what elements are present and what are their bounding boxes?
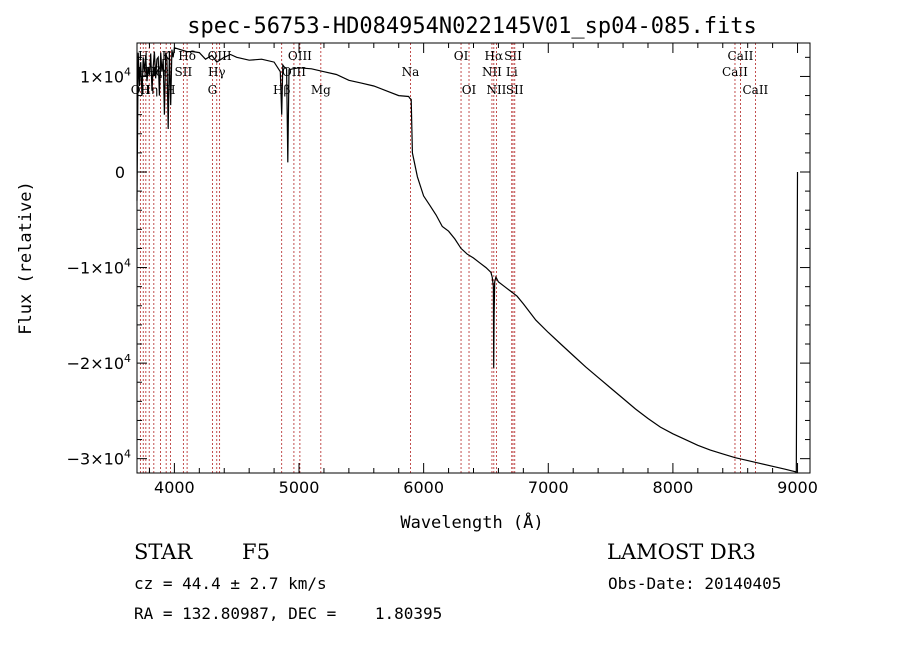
x-tick-label-0: 4000: [154, 478, 195, 497]
y-tick-label-4: −3×104: [67, 448, 131, 469]
line-label-0: OII: [131, 83, 151, 97]
line-label-17: Na: [402, 65, 420, 79]
line-label-12: OIII: [208, 49, 232, 63]
line-label-19: OI: [462, 83, 477, 97]
x-axis-label: Wavelength (Å): [400, 511, 543, 533]
y-tick-label-2: −1×104: [67, 257, 131, 278]
line-label-3: Hη: [140, 83, 158, 97]
line-label-23: Li: [506, 65, 518, 79]
line-label-21: Hα: [485, 49, 504, 63]
chart-title: spec-56753-HD084954N022145V01_sp04-085.f…: [187, 14, 757, 39]
line-label-25: SII: [506, 83, 524, 97]
line-label-10: G: [208, 83, 218, 97]
line-label-15: OIII: [288, 49, 312, 63]
x-tick-label-3: 7000: [528, 478, 569, 497]
coordinates: RA = 132.80987, DEC = 1.80395: [134, 604, 443, 623]
line-label-1: H: [138, 49, 148, 63]
y-tick-label-1: 0: [115, 163, 125, 182]
subclass: F5: [242, 540, 270, 564]
obs-date: Obs-Date: 20140405: [608, 574, 782, 593]
y-tick-label-0: 1×104: [80, 65, 131, 86]
line-label-24: SII: [504, 49, 522, 63]
line-label-20: NII: [482, 65, 502, 79]
line-label-16: Mg: [311, 83, 331, 97]
spectrum-line: [136, 47, 799, 473]
line-label-27: CaII: [728, 49, 754, 63]
line-label-28: CaII: [742, 83, 768, 97]
object-type: STAR: [134, 540, 193, 564]
y-axis-ticks: 1×104 0 −1×104 −2×104 −3×104: [67, 56, 810, 469]
y-tick-label-3: −2×104: [67, 352, 131, 373]
line-label-8: SII: [175, 65, 193, 79]
x-tick-label-4: 8000: [653, 478, 694, 497]
line-label-18: OI: [454, 49, 469, 63]
x-tick-label-2: 6000: [403, 478, 444, 497]
y-axis-label: Flux (relative): [16, 181, 36, 335]
line-label-14: OIII: [282, 65, 306, 79]
x-tick-label-5: 9000: [777, 478, 818, 497]
survey-name: LAMOST DR3: [607, 540, 756, 564]
spectral-line-markers: OIIHHθHηHζHεKHSIIHδGHγOIIIHβOIIIOIIIMgNa…: [131, 43, 769, 473]
redshift-info: cz = 44.4 ± 2.7 km/s: [134, 574, 327, 593]
line-label-26: CaII: [722, 65, 748, 79]
line-label-9: Hδ: [178, 49, 196, 63]
x-axis-ticks: 4000 5000 6000 7000 8000 9000: [148, 43, 818, 497]
line-label-22: NII: [486, 83, 506, 97]
x-tick-label-1: 5000: [279, 478, 320, 497]
line-label-11: Hγ: [208, 65, 226, 79]
